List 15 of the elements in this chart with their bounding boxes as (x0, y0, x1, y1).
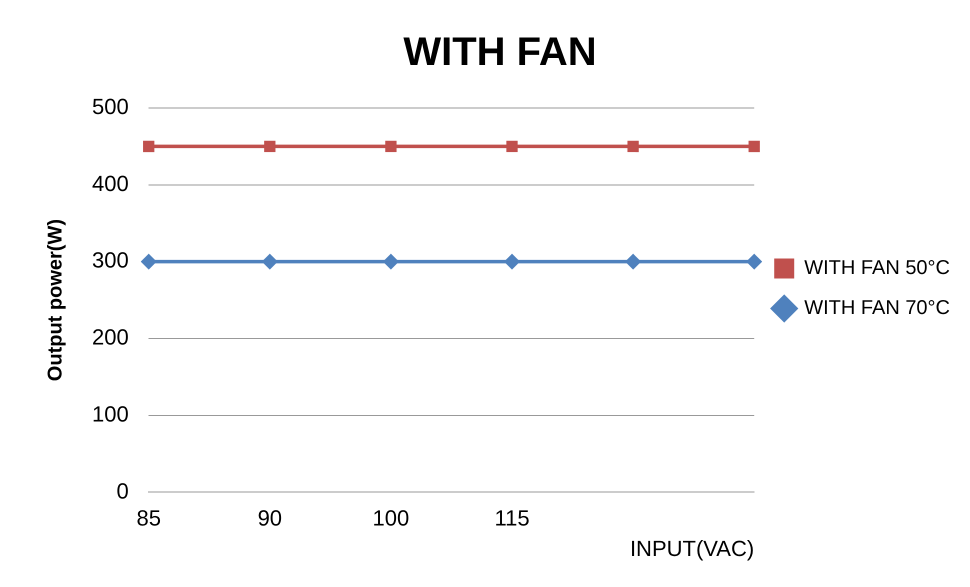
x-tick-label: 115 (494, 505, 530, 530)
x-tick-label: 100 (372, 505, 410, 530)
x-axis-title: INPUT(VAC) (630, 536, 754, 561)
legend-label: WITH FAN 50°C (804, 257, 950, 280)
y-tick-label: 0 (116, 478, 129, 504)
x-tick-label: 85 (136, 505, 161, 530)
chart-title: WITH FAN (403, 30, 597, 74)
y-tick-label: 500 (92, 94, 129, 120)
y-tick-label: 300 (92, 248, 129, 273)
y-tick-label: 100 (92, 401, 129, 426)
y-axis-title: Output power(W) (44, 219, 67, 382)
y-tick-label: 200 (92, 324, 129, 350)
y-tick-label: 400 (92, 170, 129, 196)
x-tick-label: 90 (258, 505, 282, 530)
legend-label: WITH FAN 70°C (804, 297, 950, 320)
